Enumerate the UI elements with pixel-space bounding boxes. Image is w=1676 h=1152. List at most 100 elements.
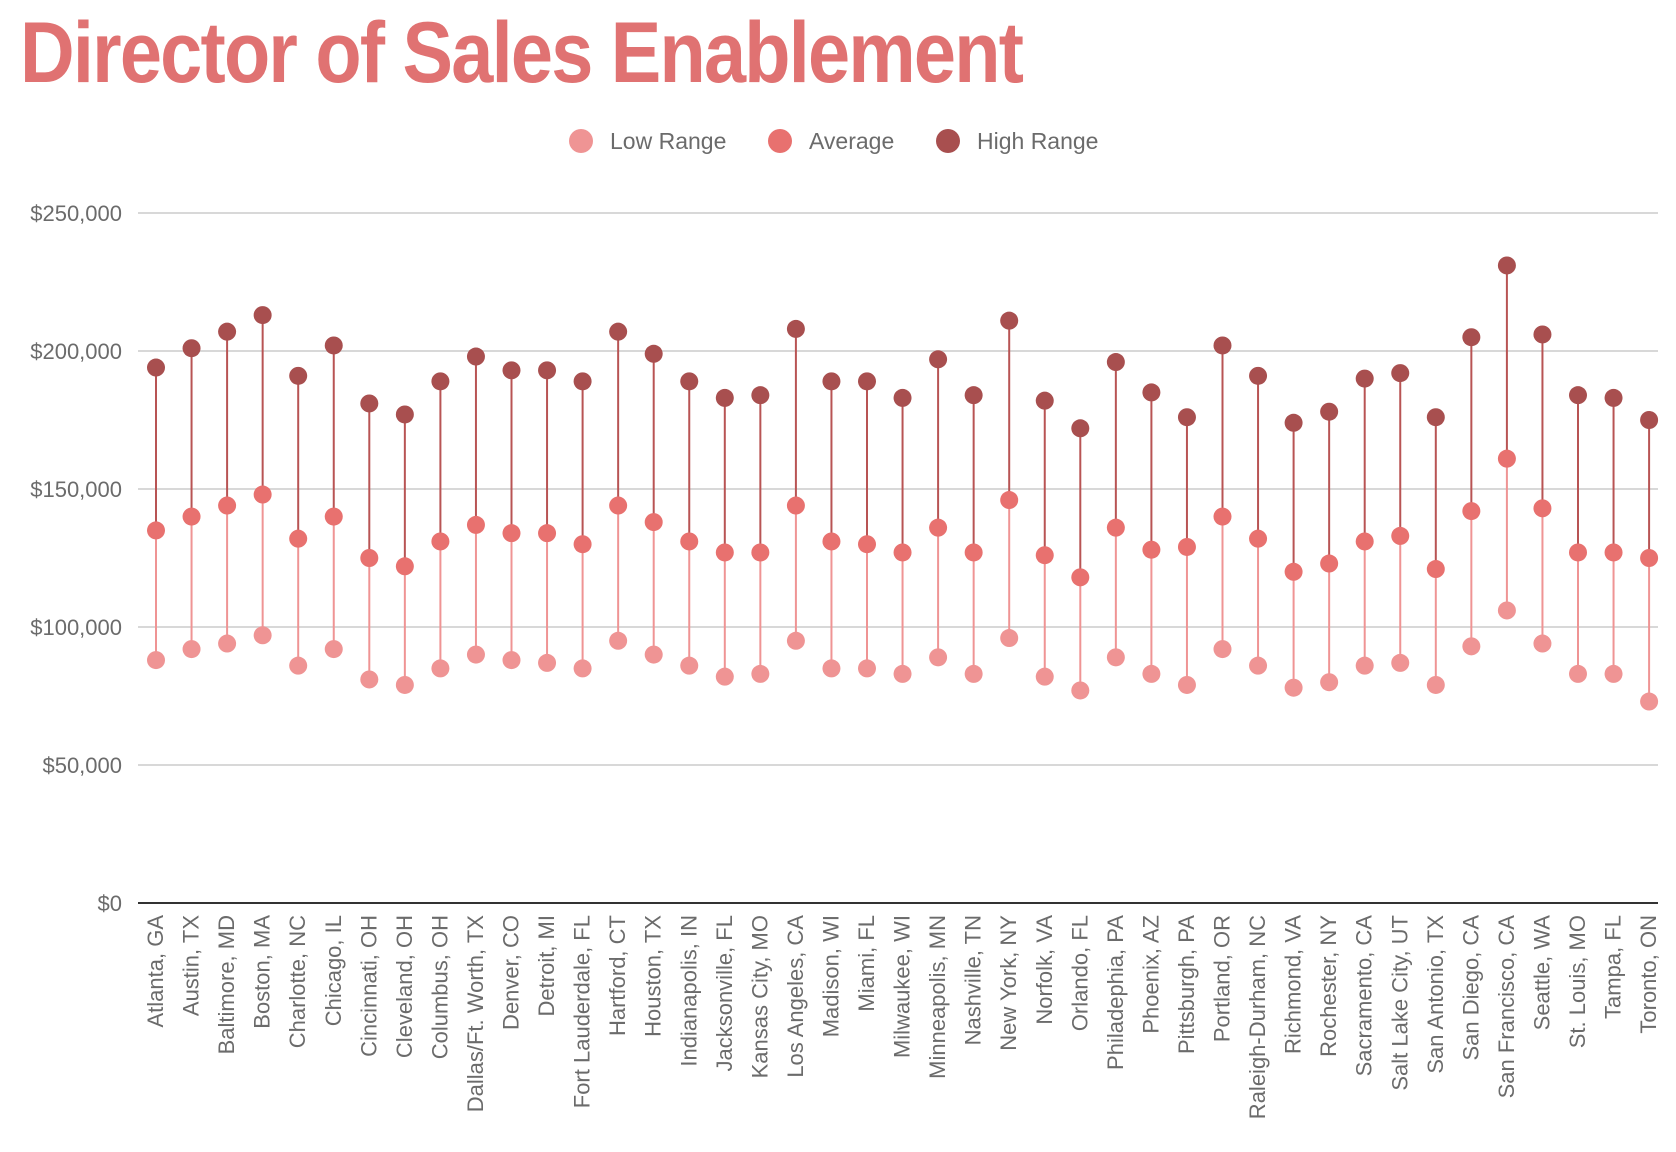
- x-tick-label: Phoenix, AZ: [1138, 915, 1163, 1034]
- average-point: [431, 532, 450, 551]
- high-range-point: [466, 347, 485, 366]
- high-range-point: [182, 339, 201, 358]
- low-range-point: [1177, 675, 1196, 694]
- low-range-point: [1320, 673, 1339, 692]
- high-range-point: [1213, 336, 1232, 355]
- low-range-point: [1462, 637, 1481, 656]
- x-tick-label: Los Angeles, CA: [783, 915, 808, 1078]
- average-point: [858, 535, 876, 554]
- x-tick-label: Austin, TX: [179, 915, 204, 1016]
- high-range-point: [1355, 369, 1374, 388]
- x-tick-label: Jacksonville, FL: [712, 915, 737, 1072]
- low-range-point: [858, 659, 876, 678]
- low-range-point: [1426, 675, 1445, 694]
- average-point: [466, 515, 485, 534]
- x-tick-label: Kansas City, MO: [747, 915, 772, 1078]
- low-range-point: [893, 664, 912, 683]
- x-tick-label: Chicago, IL: [321, 915, 346, 1026]
- average-point: [1213, 507, 1232, 526]
- low-range-point: [1106, 648, 1125, 667]
- x-tick-label: Raleigh-Durham, NC: [1245, 915, 1270, 1119]
- average-point: [289, 529, 308, 548]
- legend-marker: [936, 129, 960, 153]
- high-range-point: [573, 372, 592, 391]
- x-tick-layer: Atlanta, GA Austin, TX Baltimore, MD Boston…: [143, 915, 1661, 1120]
- legend-marker: [768, 129, 792, 153]
- average-point: [218, 496, 237, 515]
- high-range-point: [609, 322, 628, 341]
- high-range-point: [858, 372, 876, 391]
- x-tick-label: Denver, CO: [499, 915, 524, 1030]
- low-range-point: [1000, 629, 1019, 648]
- average-point: [502, 524, 521, 543]
- average-point: [751, 543, 770, 562]
- y-tick-label: $150,000: [30, 477, 122, 502]
- x-tick-label: San Diego, CA: [1458, 915, 1483, 1061]
- x-tick-label: Madison, WI: [818, 915, 843, 1037]
- high-range-point: [1106, 353, 1125, 372]
- low-range-point: [715, 667, 734, 686]
- average-point: [1355, 532, 1374, 551]
- x-tick-label: Minneapolis, MN: [925, 915, 950, 1079]
- high-range-point: [253, 306, 272, 325]
- average-point: [1391, 526, 1410, 545]
- low-range-point: [1533, 634, 1552, 653]
- high-range-point: [360, 394, 379, 413]
- average-point: [715, 543, 734, 562]
- y-tick-label: $250,000: [30, 201, 122, 226]
- x-tick-label: Miami, FL: [854, 915, 879, 1012]
- high-range-point: [538, 361, 557, 380]
- high-range-point: [822, 372, 841, 391]
- high-range-point: [1284, 413, 1303, 432]
- y-tick-label: $100,000: [30, 615, 122, 640]
- high-range-point: [431, 372, 450, 391]
- high-range-point: [1391, 364, 1410, 383]
- low-range-point: [1604, 664, 1623, 683]
- low-range-point: [573, 659, 592, 678]
- average-point: [360, 549, 379, 567]
- y-tick-layer: $0 $50,000 $100,000 $150,000 $200,000 $250,00…: [30, 201, 122, 916]
- high-range-point: [289, 366, 308, 385]
- x-tick-label: Pittsburgh, PA: [1174, 915, 1199, 1054]
- x-tick-label: Dallas/Ft. Worth, TX: [463, 915, 488, 1113]
- high-range-point: [715, 388, 734, 407]
- average-point: [1320, 554, 1339, 573]
- x-tick-label: Columbus, OH: [427, 915, 452, 1059]
- average-point: [1426, 560, 1445, 579]
- average-point: [1462, 502, 1481, 521]
- high-range-point: [1426, 408, 1445, 427]
- average-point: [1284, 562, 1303, 581]
- y-tick-label: $200,000: [30, 339, 122, 364]
- legend: Low Range Average High Range: [569, 128, 1098, 154]
- x-tick-label: Philadephia, PA: [1103, 915, 1128, 1070]
- low-range-point: [1355, 656, 1374, 675]
- low-range-point: [431, 659, 450, 678]
- average-point: [680, 532, 699, 551]
- low-range-point: [289, 656, 308, 675]
- average-point: [929, 518, 948, 537]
- x-tick-label: Cincinnati, OH: [356, 915, 381, 1057]
- low-range-point: [1249, 656, 1268, 675]
- x-tick-label: Baltimore, MD: [214, 915, 239, 1054]
- average-point: [1071, 568, 1090, 587]
- average-point: [538, 524, 557, 543]
- average-point: [1533, 499, 1552, 518]
- average-point: [1000, 491, 1019, 510]
- average-point: [324, 507, 343, 526]
- average-point: [395, 557, 414, 576]
- low-range-point: [1213, 640, 1232, 659]
- low-range-point: [1569, 664, 1587, 683]
- x-tick-label: St. Louis, MO: [1565, 915, 1590, 1048]
- high-range-point: [147, 358, 165, 377]
- average-point: [822, 532, 841, 551]
- average-point: [1249, 529, 1268, 548]
- high-range-point: [964, 386, 983, 405]
- high-range-point: [1249, 366, 1268, 385]
- x-tick-label: Milwaukee, WI: [890, 915, 915, 1058]
- low-range-point: [680, 656, 699, 675]
- x-tick-label: Atlanta, GA: [143, 915, 168, 1028]
- low-range-point: [822, 659, 841, 678]
- low-range-point: [502, 651, 521, 670]
- low-range-point: [538, 653, 557, 672]
